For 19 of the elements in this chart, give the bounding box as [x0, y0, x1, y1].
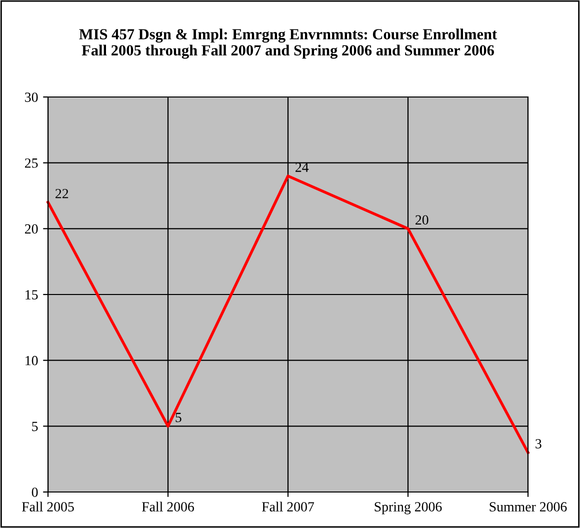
x-tick-label: Spring 2006 [374, 502, 442, 514]
y-tick-label: 30 [25, 92, 38, 102]
x-tick-label: Summer 2006 [490, 502, 567, 512]
x-tick-label: Fall 2007 [262, 502, 314, 512]
x-tick-label: Fall 2005 [22, 502, 74, 512]
data-label: 24 [296, 162, 309, 172]
y-tick-label: 0 [32, 488, 38, 497]
data-label: 3 [536, 439, 542, 448]
line-series [46, 174, 530, 454]
y-tick-label: 20 [25, 224, 38, 234]
y-tick-label: 5 [32, 422, 38, 432]
x-tick-label: Fall 2006 [142, 502, 194, 512]
data-label: 20 [416, 215, 428, 225]
chart-title: MIS 457 Dsgn & Impl: Emrgng Envrnmnts: Course Enrollment Fall 2005 through Fall 2007 and Spring 2006 and Summer 2006 [79, 28, 498, 59]
data-label: 22 [56, 188, 68, 198]
y-tick-label: 25 [25, 158, 38, 168]
y-tick-label: 15 [26, 290, 38, 300]
data-label: 5 [176, 412, 182, 422]
y-tick-label: 10 [26, 356, 38, 366]
